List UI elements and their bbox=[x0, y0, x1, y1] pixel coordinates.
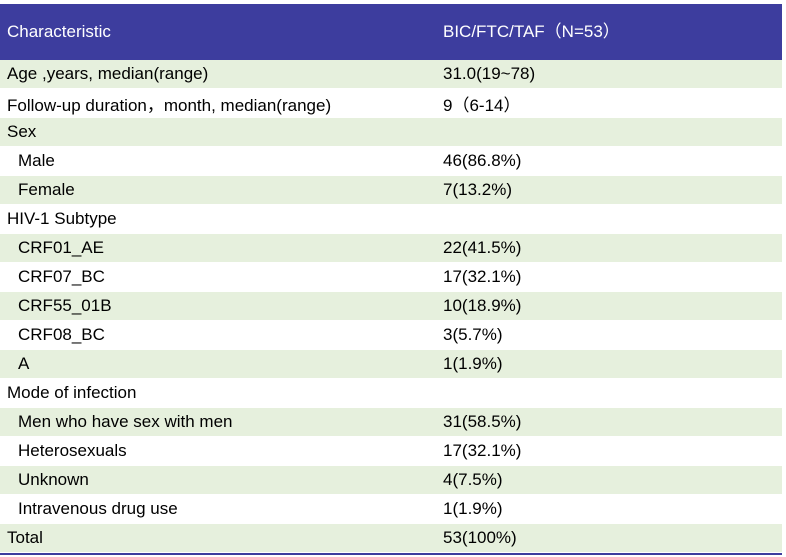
row-label: Female bbox=[18, 180, 75, 199]
row-value: 9（6-14） bbox=[443, 95, 521, 115]
row-value: 4(7.5%) bbox=[443, 470, 503, 489]
row-label: Male bbox=[18, 151, 55, 170]
table-row-crf07-bc: CRF07_BC 17(32.1%) bbox=[0, 263, 782, 292]
row-label: CRF08_BC bbox=[18, 325, 105, 344]
row-value: 1(1.9%) bbox=[443, 499, 503, 518]
row-label: Age ,years, median(range) bbox=[7, 64, 209, 83]
table-row-a: A 1(1.9%) bbox=[0, 350, 782, 379]
table-row-iv-drug-use: Intravenous drug use 1(1.9%) bbox=[0, 495, 782, 524]
row-value: 7(13.2%) bbox=[443, 180, 512, 199]
row-label: Heterosexuals bbox=[18, 441, 127, 460]
row-value: 31.0(19~78) bbox=[443, 64, 536, 83]
table-row-msm: Men who have sex with men 31(58.5%) bbox=[0, 408, 782, 437]
row-value: 3(5.7%) bbox=[443, 325, 503, 344]
row-label: CRF07_BC bbox=[18, 267, 105, 286]
row-label: Men who have sex with men bbox=[18, 412, 233, 431]
demographics-table: Characteristic BIC/FTC/TAF（N=53） Age ,ye… bbox=[0, 4, 782, 555]
row-value: 31(58.5%) bbox=[443, 412, 522, 431]
row-label: CRF55_01B bbox=[18, 296, 112, 315]
table-row-male: Male 46(86.8%) bbox=[0, 147, 782, 176]
row-value: 10(18.9%) bbox=[443, 296, 522, 315]
header-characteristic: Characteristic bbox=[7, 22, 111, 41]
row-label: HIV-1 Subtype bbox=[7, 209, 117, 228]
table-row-sex: Sex bbox=[0, 118, 782, 147]
table-row-crf01-ae: CRF01_AE 22(41.5%) bbox=[0, 234, 782, 263]
row-label: Sex bbox=[7, 122, 37, 141]
row-value: 17(32.1%) bbox=[443, 267, 522, 286]
table-row-unknown: Unknown 4(7.5%) bbox=[0, 466, 782, 495]
row-label: Total bbox=[7, 528, 43, 547]
row-value: 17(32.1%) bbox=[443, 441, 522, 460]
table-row-follow-up: Follow-up duration，month, median(range) … bbox=[0, 89, 782, 118]
row-value: 22(41.5%) bbox=[443, 238, 522, 257]
table-row-crf08-bc: CRF08_BC 3(5.7%) bbox=[0, 321, 782, 350]
row-label: Follow-up duration，month, median(range) bbox=[7, 95, 332, 115]
row-label: CRF01_AE bbox=[18, 238, 104, 257]
table-header: Characteristic BIC/FTC/TAF（N=53） bbox=[0, 4, 782, 60]
top-strip bbox=[0, 0, 786, 4]
row-value: 53(100%) bbox=[443, 528, 517, 547]
row-label: Unknown bbox=[18, 470, 89, 489]
row-value: 1(1.9%) bbox=[443, 354, 503, 373]
row-label: Intravenous drug use bbox=[18, 499, 178, 518]
table-row-female: Female 7(13.2%) bbox=[0, 176, 782, 205]
table-row-heterosexuals: Heterosexuals 17(32.1%) bbox=[0, 437, 782, 466]
row-label: A bbox=[18, 354, 30, 373]
row-label: Mode of infection bbox=[7, 383, 137, 402]
table-row-total: Total 53(100%) bbox=[0, 524, 782, 553]
table-row-crf55-01b: CRF55_01B 10(18.9%) bbox=[0, 292, 782, 321]
table-row-hiv-subtype: HIV-1 Subtype bbox=[0, 205, 782, 234]
header-group: BIC/FTC/TAF（N=53） bbox=[443, 22, 620, 41]
row-value: 46(86.8%) bbox=[443, 151, 522, 170]
table-row-mode-of-infection: Mode of infection bbox=[0, 379, 782, 408]
table-bottom-border bbox=[0, 553, 782, 555]
table-row-age: Age ,years, median(range) 31.0(19~78) bbox=[0, 60, 782, 89]
